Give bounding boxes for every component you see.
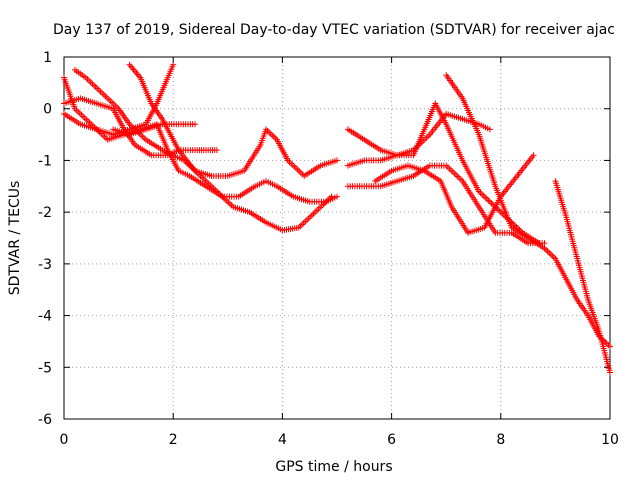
data-point [486, 126, 493, 133]
data-point [328, 193, 335, 200]
x-tick-label: 6 [387, 432, 396, 448]
data-point [270, 133, 277, 140]
series-track-12 [552, 178, 613, 376]
data-point [267, 130, 274, 137]
data-point [530, 152, 537, 159]
data-point [544, 248, 551, 255]
data-point [549, 252, 556, 259]
chart-title: Day 137 of 2019, Sidereal Day-to-day VTE… [53, 22, 615, 38]
y-tick-label: -1 [38, 153, 52, 169]
y-tick-label: -5 [38, 360, 52, 376]
data-point [483, 195, 490, 202]
data-point [607, 343, 613, 350]
x-tick-label: 10 [601, 432, 619, 448]
series-track-11 [443, 72, 613, 350]
y-tick-label: 0 [43, 102, 52, 118]
data-point [192, 121, 199, 128]
series-track-2 [71, 66, 335, 234]
data-point [605, 342, 612, 349]
series-track-6 [110, 121, 199, 138]
data-point [480, 192, 487, 199]
series-track-8 [344, 100, 543, 247]
data-point [546, 249, 553, 256]
x-axis-label: GPS time / hours [275, 459, 392, 475]
y-tick-label: -2 [38, 205, 52, 221]
x-tick-label: 4 [278, 432, 287, 448]
y-tick-label: -3 [38, 257, 52, 273]
data-point [497, 209, 504, 216]
data-points [61, 61, 613, 376]
y-tick-label: 1 [43, 50, 52, 66]
data-point [334, 157, 340, 164]
data-point [485, 197, 492, 204]
data-point [266, 129, 273, 136]
data-point [486, 198, 493, 205]
plot-border [63, 56, 611, 420]
x-tick-label: 8 [496, 432, 505, 448]
data-point [482, 194, 489, 201]
data-point [488, 200, 495, 207]
y-tick-label: -6 [38, 412, 52, 428]
data-point [479, 191, 486, 198]
data-point [607, 369, 613, 376]
data-point [547, 251, 554, 258]
data-point [334, 193, 340, 200]
data-point [543, 246, 550, 253]
x-tick-label: 2 [169, 432, 178, 448]
x-tick-label: 0 [60, 432, 69, 448]
series-track-1 [61, 74, 340, 205]
y-axis-label: SDTVAR / TECUs [7, 181, 23, 296]
y-tick-label: -4 [38, 309, 52, 325]
data-point [213, 147, 220, 154]
series-track-3 [61, 95, 220, 159]
data-point [170, 61, 177, 68]
data-point [269, 132, 276, 139]
data-point [541, 240, 548, 247]
series-track-4 [126, 61, 340, 179]
